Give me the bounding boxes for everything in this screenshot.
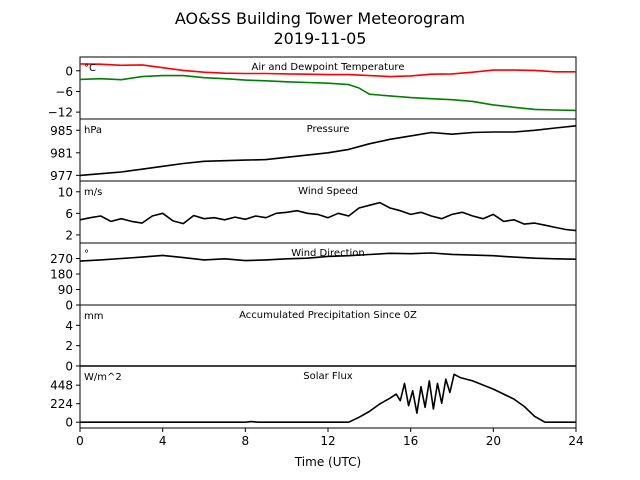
y-tick-label: 224 bbox=[50, 397, 73, 411]
panel-title: Pressure bbox=[307, 124, 350, 135]
series-line-solar-0 bbox=[80, 373, 576, 424]
y-tick-label: 10 bbox=[58, 185, 73, 199]
y-tick-label: 2 bbox=[65, 228, 73, 242]
panel-solar: 0 224 448 W/m^2 Solar Flux bbox=[50, 365, 577, 430]
y-tick-label: 2 bbox=[65, 339, 73, 353]
panel-title: Wind Direction bbox=[291, 248, 365, 259]
x-tick-label: 4 bbox=[159, 434, 167, 448]
y-tick-label: 981 bbox=[50, 146, 73, 160]
panel-wind_speed: 2 6 10 m/s Wind Speed bbox=[58, 180, 577, 244]
series-line-wind_speed-0 bbox=[79, 201, 577, 232]
panel-temp: 0 −6 −12 °C Air and Dewpoint Temperature bbox=[48, 56, 577, 120]
panel-precip: 0 2 4 mm Accumulated Precipitation Since 0Z bbox=[65, 304, 577, 374]
panel-title: Solar Flux bbox=[303, 371, 353, 382]
series-line-temp-0 bbox=[79, 63, 576, 78]
x-tick-label: 16 bbox=[403, 434, 418, 448]
unit-label: ° bbox=[84, 249, 89, 260]
y-tick-label: 90 bbox=[58, 283, 73, 297]
y-tick-label: 448 bbox=[50, 379, 73, 393]
x-tick-label: 20 bbox=[486, 434, 501, 448]
y-tick-label: 270 bbox=[50, 252, 73, 266]
y-tick-label: 0 bbox=[65, 64, 73, 78]
y-tick-label: −6 bbox=[55, 85, 73, 99]
panel-pressure: 977 981 985 hPa Pressure bbox=[50, 118, 577, 183]
figure-title: AO&SS Building Tower Meteorogram bbox=[175, 9, 465, 28]
y-tick-label: 0 bbox=[65, 299, 73, 313]
y-tick-label: 0 bbox=[65, 416, 73, 430]
x-axis-label: Time (UTC) bbox=[294, 455, 361, 469]
series-line-wind_direction-0 bbox=[79, 252, 577, 262]
figure-date: 2019-11-05 bbox=[274, 29, 367, 48]
unit-label: m/s bbox=[84, 187, 102, 198]
series-line-temp-1 bbox=[79, 74, 577, 112]
y-tick-label: 180 bbox=[50, 268, 73, 282]
y-tick-label: 985 bbox=[50, 124, 73, 138]
x-tick-label: 0 bbox=[76, 434, 84, 448]
y-tick-label: 0 bbox=[65, 360, 73, 374]
unit-label: mm bbox=[84, 311, 103, 322]
panel-title: Air and Dewpoint Temperature bbox=[252, 62, 405, 73]
x-tick-label: 8 bbox=[242, 434, 250, 448]
unit-label: °C bbox=[84, 63, 96, 74]
y-tick-label: 4 bbox=[65, 319, 73, 333]
y-tick-label: 6 bbox=[65, 207, 73, 221]
panel-title: Wind Speed bbox=[298, 186, 358, 197]
panel-title: Accumulated Precipitation Since 0Z bbox=[239, 310, 417, 321]
x-tick-label: 12 bbox=[320, 434, 335, 448]
y-tick-label: −12 bbox=[48, 106, 73, 120]
y-tick-label: 977 bbox=[50, 169, 73, 183]
panels: 0−6−12°C Air and Dewpoint Temperature9779… bbox=[48, 56, 577, 430]
series-line-pressure-0 bbox=[79, 125, 577, 177]
unit-label: W/m^2 bbox=[84, 372, 122, 383]
x-axis: 0 4 8 12 16 20 24 bbox=[76, 428, 584, 448]
x-tick-label: 24 bbox=[568, 434, 583, 448]
unit-label: hPa bbox=[84, 125, 102, 136]
